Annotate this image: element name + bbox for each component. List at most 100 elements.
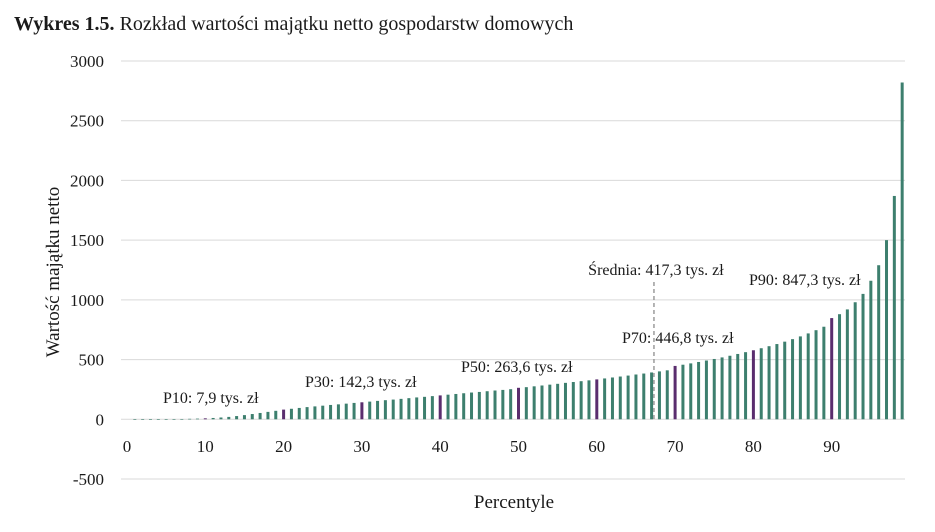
bar [133, 419, 137, 420]
bar [376, 400, 380, 420]
chart-title-prefix: Wykres 1.5. [14, 13, 115, 35]
bar [321, 405, 325, 420]
bar [266, 411, 270, 420]
x-tick-label: 40 [432, 437, 449, 456]
annotation-p50: P50: 263,6 tys. zł [461, 359, 573, 376]
bar [524, 387, 528, 420]
bar [634, 374, 638, 420]
bar [900, 82, 904, 420]
bar [188, 418, 192, 420]
y-tick-label: 1000 [70, 291, 104, 310]
bar [407, 398, 411, 420]
bar [227, 416, 231, 420]
bar [172, 419, 176, 420]
y-tick-label: 2500 [70, 112, 104, 131]
bar [877, 265, 881, 420]
bar [681, 364, 685, 420]
bars [133, 82, 904, 420]
bar [775, 344, 779, 420]
x-tick-label: 50 [510, 437, 527, 456]
x-tick-label: 70 [667, 437, 684, 456]
bar [156, 419, 160, 420]
bar [642, 373, 646, 420]
bar [344, 403, 348, 420]
bar [767, 346, 771, 420]
bar [759, 348, 763, 420]
bar [704, 360, 708, 420]
bar [211, 417, 215, 420]
annotations: P10: 7,9 tys. zł P30: 142,3 tys. zł P50: 2… [163, 272, 861, 407]
bar [783, 341, 787, 420]
bar [258, 412, 262, 420]
bar [274, 410, 278, 420]
bar [383, 400, 387, 420]
bar [313, 406, 317, 420]
bar [744, 352, 748, 420]
gridlines [121, 60, 905, 480]
chart-title: Wykres 1.5. Rozkład wartości majątku net… [14, 13, 573, 36]
bar [430, 396, 434, 420]
bar [493, 390, 497, 420]
bar [250, 414, 254, 420]
bar [798, 336, 802, 420]
y-tick-label: 0 [96, 410, 105, 429]
bar [861, 293, 865, 420]
bar-highlight [203, 418, 207, 420]
bar [610, 377, 614, 420]
bar [650, 372, 654, 420]
bar [391, 399, 395, 420]
bar [869, 280, 873, 420]
x-tick-label: 30 [353, 437, 370, 456]
bar [587, 380, 591, 420]
bar [329, 404, 333, 420]
bar [454, 393, 458, 420]
annotation-p10: P10: 7,9 tys. zł [163, 390, 259, 407]
bar-highlight [673, 365, 677, 420]
x-tick-label: 10 [197, 437, 214, 456]
x-tick-label: 80 [745, 437, 762, 456]
bar [657, 371, 661, 420]
x-tick-label: 90 [823, 437, 840, 456]
bar [814, 330, 818, 420]
annotation-p70: P70: 446,8 tys. zł [622, 330, 734, 347]
bar [336, 404, 340, 420]
bar [446, 394, 450, 420]
bar [242, 415, 246, 420]
bar [305, 407, 309, 420]
bar [712, 358, 716, 420]
bar [485, 391, 489, 420]
y-axis-label: Wartość majątku netto [43, 187, 64, 357]
bar [141, 419, 145, 420]
bar [556, 383, 560, 420]
y-tick-label: 500 [79, 351, 105, 370]
bar [477, 391, 481, 420]
y-tick-label: 2000 [70, 171, 104, 190]
bar [791, 339, 795, 420]
bar [470, 392, 474, 420]
bar [720, 357, 724, 420]
bar [618, 376, 622, 420]
bar [806, 333, 810, 420]
y-tick-label: 1500 [70, 231, 104, 250]
bar-highlight [517, 387, 520, 420]
bar [195, 418, 199, 420]
bar [297, 407, 301, 420]
bar [164, 419, 168, 420]
bar [579, 381, 583, 420]
bar [462, 393, 466, 420]
bar-highlight [282, 409, 286, 420]
annotation-p90: P90: 847,3 tys. zł [749, 272, 861, 289]
bar-highlight [830, 318, 834, 420]
y-tick-label: 3000 [70, 52, 104, 71]
bar [885, 240, 889, 420]
bar [822, 326, 826, 420]
bar [892, 195, 896, 420]
bar [289, 408, 293, 420]
bar-highlight [595, 379, 599, 420]
bar [853, 302, 857, 420]
mean-line-group: Średnia: 417,3 tys. zł [588, 260, 724, 420]
bar [838, 314, 842, 420]
bar [219, 417, 223, 420]
bar [845, 309, 849, 420]
